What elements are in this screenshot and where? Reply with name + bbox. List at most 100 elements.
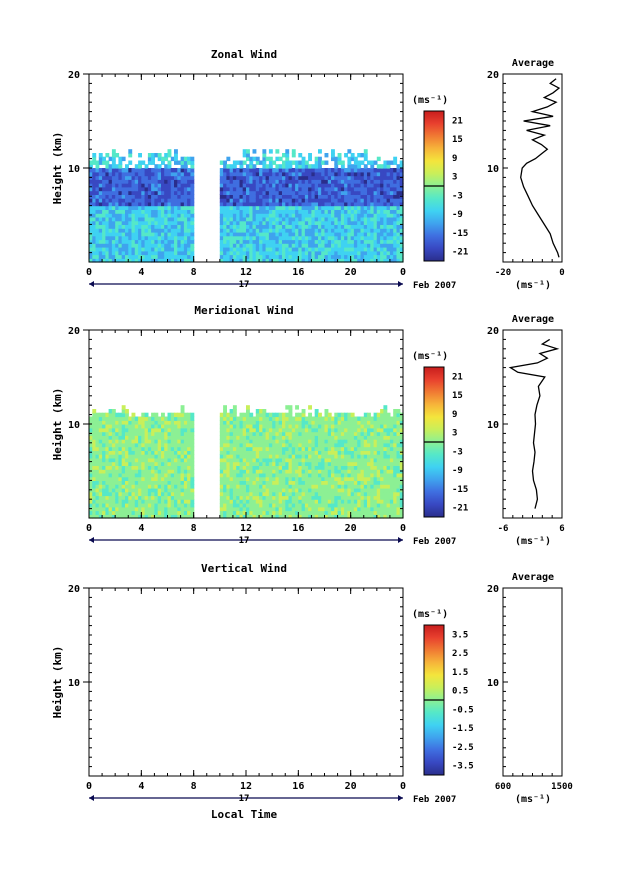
heatmap-cell [190,239,195,244]
heatmap-cell [350,412,355,418]
heatmap-cell [128,510,133,515]
heatmap-cell [111,183,116,188]
heatmap-cell [128,186,133,192]
heatmap-cell [102,495,106,500]
heatmap-cell [340,431,345,436]
heatmap-cell [262,205,267,210]
heatmap-cell [288,495,293,500]
heatmap-cell [177,160,182,165]
heatmap-cell [118,503,123,508]
heatmap-cell [147,231,152,237]
heatmap-cell [353,216,358,222]
heatmap-cell [177,446,182,451]
heatmap-cell [295,514,299,519]
heatmap-cell [393,454,398,459]
heatmap-cell [183,503,188,508]
heatmap-cell [331,465,335,470]
heatmap-cell [121,201,126,207]
heatmap-cell [304,243,309,248]
heatmap-cell [295,194,299,199]
heatmap-cell [291,446,296,451]
heatmap-cell [357,254,362,259]
heatmap-cell [98,420,103,425]
heatmap-cell [298,160,303,165]
heatmap-cell [170,503,175,508]
heatmap-cell [249,258,254,263]
heatmap-cell [131,201,136,207]
heatmap-cell [334,514,339,519]
heatmap-cell [291,480,296,485]
heatmap-cell [255,457,260,463]
heatmap-cell [272,439,277,444]
heatmap-cell [131,258,136,263]
heatmap-cell [324,175,329,180]
heatmap-cell [268,450,273,455]
x-tick-label: 12 [240,267,252,278]
heatmap-cell [324,183,329,188]
heatmap-cell [98,190,103,195]
heatmap-cell [138,416,142,421]
heatmap-cell [98,469,103,474]
heatmap-cell [311,491,316,497]
heatmap-cell [134,499,139,504]
heatmap-cell [344,510,348,515]
heatmap-cell [262,156,267,162]
heatmap-cell [167,228,172,233]
heatmap-cell [164,457,169,463]
heatmap-cell [357,171,362,177]
heatmap-cell [223,503,227,508]
heatmap-cell [311,424,316,429]
heatmap-cell [282,450,286,455]
heatmap-cell [285,168,290,173]
heatmap-cell [262,506,267,512]
heatmap-cell [344,416,348,421]
heatmap-cell [311,454,316,459]
heatmap-cell [219,224,224,229]
heatmap-cell [164,247,169,252]
heatmap-cell [324,243,329,248]
heatmap-cell [102,258,106,263]
heatmap-cell [275,164,280,169]
heatmap-cell [367,487,371,493]
heatmap-cell [121,499,126,504]
heatmap-cell [268,416,273,421]
heatmap-cell [187,254,191,259]
heatmap-cell [157,435,162,440]
heatmap-cell [288,224,293,229]
heatmap-cell [232,476,237,481]
heatmap-cell [285,442,290,448]
heatmap-cell [128,224,133,229]
heatmap-cell [125,216,129,222]
heatmap-cell [105,175,110,180]
heatmap-cell [174,194,178,199]
heatmap-cell [380,168,384,173]
heatmap-cell [370,442,375,448]
heatmap-cell [301,457,306,463]
heatmap-cell [167,484,172,489]
heatmap-cell [111,239,116,244]
heatmap-cell [295,171,299,177]
heatmap-cell [304,514,309,519]
heatmap-cell [128,427,133,433]
heatmap-cell [125,171,129,177]
heatmap-cell [154,201,159,207]
heatmap-cell [370,427,375,433]
heatmap-cell [255,514,260,519]
heatmap-cell [108,480,113,485]
heatmap-cell [223,465,227,470]
heatmap-cell [167,216,172,222]
heatmap-cell [367,469,371,474]
heatmap-cell [125,186,129,192]
heatmap-cell [278,454,283,459]
heatmap-cell [360,472,365,478]
heatmap-cell [138,442,142,448]
heatmap-cell [167,198,172,203]
heatmap-cell [183,499,188,504]
heatmap-cell [190,205,195,210]
heatmap-cell [291,476,296,481]
heatmap-cell [360,198,365,203]
heatmap-cell [393,201,398,207]
heatmap-cell [278,250,283,256]
heatmap-cell [262,149,267,154]
heatmap-cell [272,160,277,165]
